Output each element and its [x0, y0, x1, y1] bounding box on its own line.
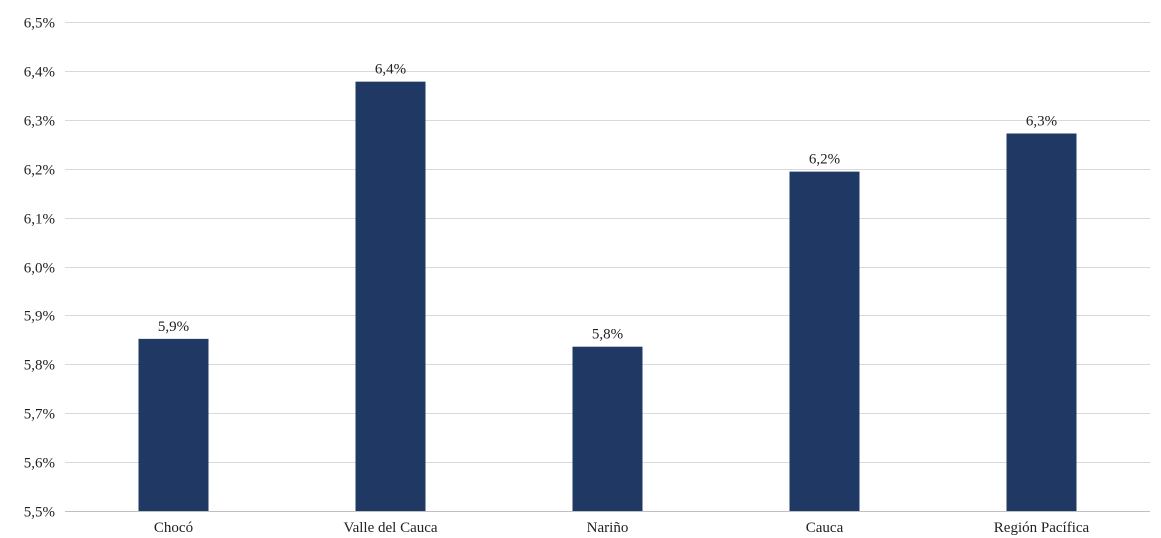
y-tick-label: 5,6%: [24, 456, 55, 472]
category-label: Chocó: [154, 520, 193, 536]
data-labels: 5,9% 6,4% 5,8% 6,2% 6,3%: [158, 62, 1057, 343]
y-tick-label: 5,8%: [24, 358, 55, 374]
category-label: Región Pacífica: [994, 520, 1090, 536]
y-tick-label: 6,3%: [24, 114, 55, 130]
bar: [355, 81, 426, 512]
y-tick-label: 6,1%: [24, 212, 55, 228]
x-axis-category-labels: Chocó Valle del Cauca Nariño Cauca Región Pa…: [154, 520, 1090, 536]
bar-value-label: 6,3%: [1026, 113, 1057, 129]
y-axis-tick-labels: 5,5% 5,6% 5,7% 5,8% 5,9% 6,0% 6,1% 6,2% 6,3% 6,4%…: [24, 16, 55, 521]
bars: [138, 81, 1077, 512]
y-tick-label: 6,5%: [24, 16, 55, 32]
y-tick-label: 5,5%: [24, 505, 55, 521]
bar-value-label: 5,8%: [592, 327, 623, 343]
grid-lines: [65, 22, 1150, 512]
bar: [789, 171, 860, 511]
bar: [572, 346, 643, 511]
bar-value-label: 5,9%: [158, 319, 189, 335]
category-label: Cauca: [806, 520, 844, 536]
bar: [1006, 133, 1077, 511]
y-tick-label: 6,0%: [24, 261, 55, 277]
category-label: Nariño: [587, 520, 629, 536]
bar: [138, 338, 209, 511]
bar-value-label: 6,4%: [375, 62, 406, 78]
y-tick-label: 5,9%: [24, 309, 55, 325]
y-tick-label: 6,2%: [24, 163, 55, 179]
y-tick-label: 6,4%: [24, 65, 55, 81]
bar-value-label: 6,2%: [809, 152, 840, 168]
y-tick-label: 5,7%: [24, 407, 55, 423]
category-label: Valle del Cauca: [343, 520, 437, 536]
